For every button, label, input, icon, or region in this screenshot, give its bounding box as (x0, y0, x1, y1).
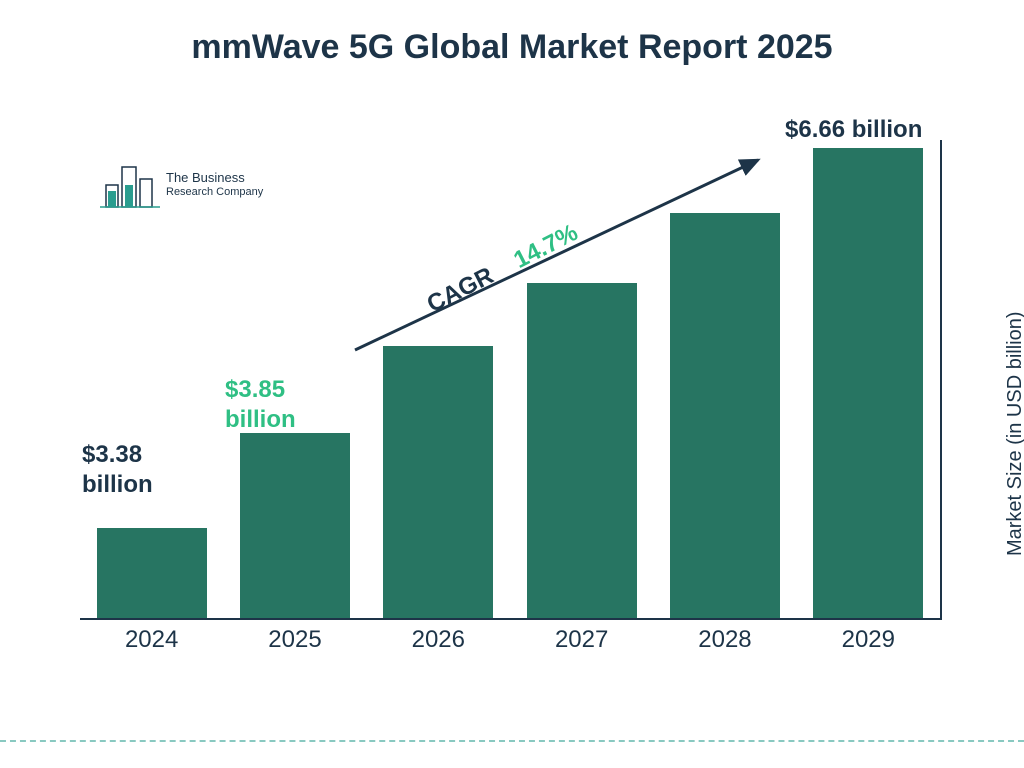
bar (97, 528, 207, 618)
value-label: $6.66 billion (785, 115, 922, 145)
x-label: 2029 (803, 626, 933, 654)
bar-slot (87, 528, 217, 618)
bar (383, 346, 493, 618)
bar (527, 283, 637, 618)
bar-slot (803, 148, 933, 618)
x-label: 2024 (87, 626, 217, 654)
bar (670, 213, 780, 618)
y-axis-label: Market Size (in USD billion) (1005, 312, 1024, 557)
bar (813, 148, 923, 618)
chart-area: 2024 2025 2026 2027 2028 2029 (80, 140, 940, 660)
x-label: 2026 (373, 626, 503, 654)
bar-slot (230, 433, 360, 618)
value-label: $3.85billion (225, 375, 296, 435)
bar-group (80, 140, 940, 618)
bar (240, 433, 350, 618)
bar-slot (373, 346, 503, 618)
bottom-divider (0, 740, 1024, 742)
y-axis (940, 140, 942, 620)
value-label: $3.38billion (82, 440, 153, 500)
x-label: 2027 (517, 626, 647, 654)
chart-title: mmWave 5G Global Market Report 2025 (0, 28, 1024, 67)
bar-slot (517, 283, 647, 618)
x-label: 2028 (660, 626, 790, 654)
x-label: 2025 (230, 626, 360, 654)
x-labels: 2024 2025 2026 2027 2028 2029 (80, 620, 940, 660)
bar-slot (660, 213, 790, 618)
